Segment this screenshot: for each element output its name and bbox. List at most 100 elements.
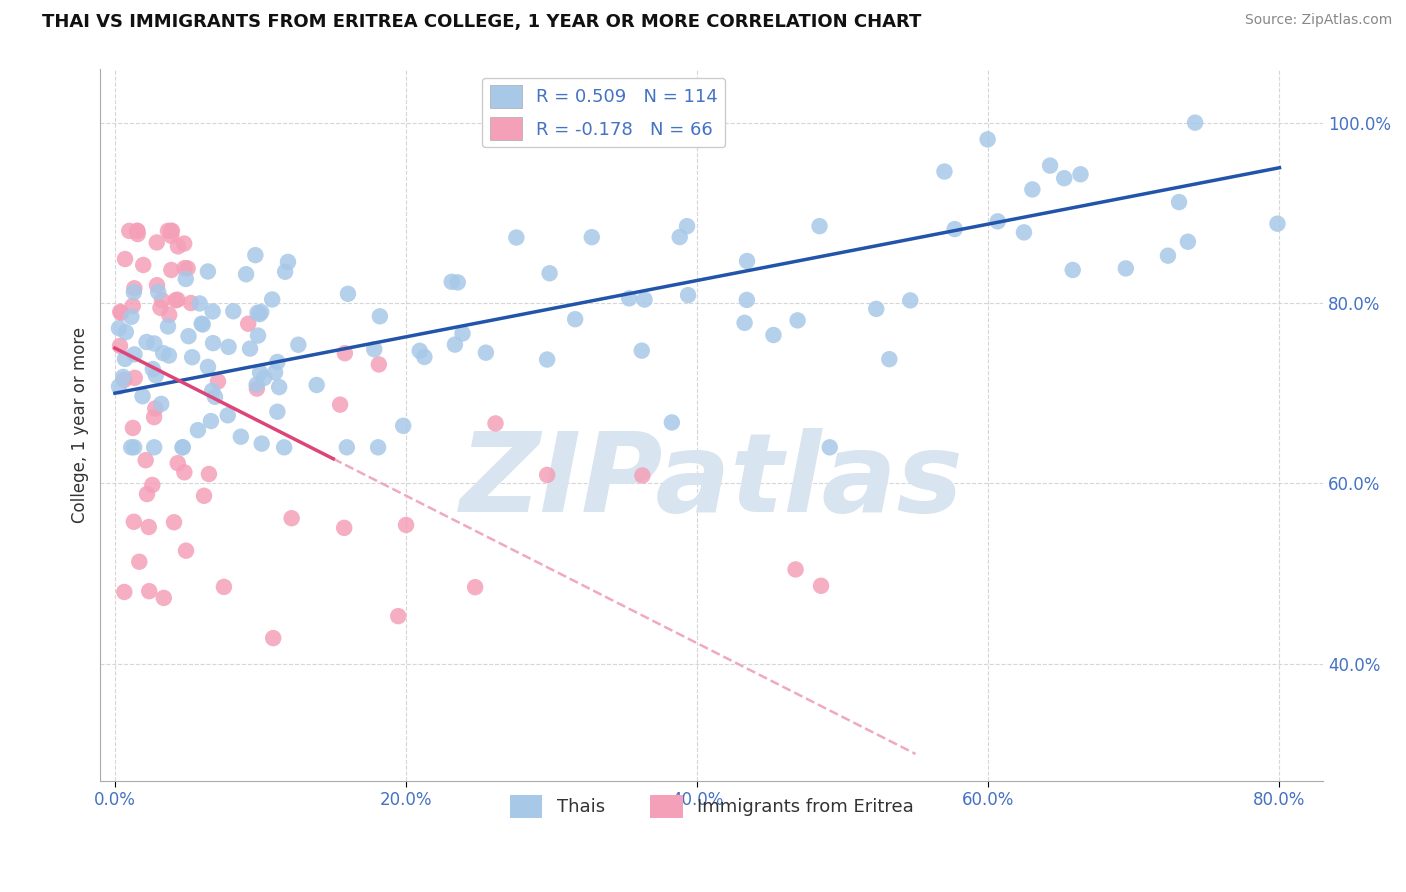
Point	[266, 355, 288, 369]
Point	[110, 306, 132, 320]
Point	[246, 306, 269, 320]
Point	[108, 339, 131, 353]
Point	[475, 345, 498, 359]
Point	[160, 224, 183, 238]
Point	[172, 440, 194, 454]
Point	[392, 418, 415, 433]
Point	[333, 521, 356, 535]
Point	[191, 318, 214, 332]
Point	[188, 296, 211, 310]
Point	[734, 316, 756, 330]
Point	[451, 326, 474, 341]
Point	[536, 352, 558, 367]
Point	[336, 286, 359, 301]
Point	[128, 555, 150, 569]
Point	[172, 440, 194, 454]
Point	[120, 310, 142, 324]
Point	[108, 379, 131, 393]
Point	[201, 384, 224, 398]
Point	[879, 352, 901, 367]
Point	[538, 266, 561, 280]
Point	[1157, 249, 1180, 263]
Point	[264, 366, 287, 380]
Point	[976, 132, 998, 146]
Point	[363, 343, 385, 357]
Point	[143, 401, 166, 416]
Point	[262, 631, 284, 645]
Point	[413, 350, 436, 364]
Point	[160, 228, 183, 243]
Point	[218, 340, 240, 354]
Point	[166, 456, 188, 470]
Text: ZIPatlas: ZIPatlas	[460, 428, 963, 535]
Point	[163, 515, 186, 529]
Point	[124, 347, 146, 361]
Point	[173, 465, 195, 479]
Point	[1069, 167, 1091, 181]
Point	[277, 255, 299, 269]
Point	[217, 409, 239, 423]
Point	[187, 423, 209, 437]
Point	[204, 390, 226, 404]
Point	[1012, 226, 1035, 240]
Point	[266, 405, 288, 419]
Point	[135, 334, 157, 349]
Point	[131, 389, 153, 403]
Point	[173, 261, 195, 276]
Point	[201, 304, 224, 318]
Point	[174, 543, 197, 558]
Point	[810, 579, 832, 593]
Point	[132, 258, 155, 272]
Point	[197, 264, 219, 278]
Point	[1267, 217, 1289, 231]
Point	[287, 337, 309, 351]
Point	[943, 222, 966, 236]
Point	[197, 359, 219, 374]
Point	[122, 285, 145, 300]
Point	[762, 328, 785, 343]
Point	[114, 351, 136, 366]
Point	[146, 278, 169, 293]
Point	[633, 293, 655, 307]
Point	[165, 293, 187, 308]
Point	[238, 317, 260, 331]
Point	[120, 440, 142, 454]
Text: THAI VS IMMIGRANTS FROM ERITREA COLLEGE, 1 YEAR OR MORE CORRELATION CHART: THAI VS IMMIGRANTS FROM ERITREA COLLEGE,…	[42, 13, 921, 31]
Point	[786, 313, 808, 327]
Point	[136, 487, 159, 501]
Point	[143, 440, 166, 454]
Point	[735, 254, 758, 268]
Point	[250, 436, 273, 450]
Point	[484, 417, 506, 431]
Point	[190, 317, 212, 331]
Point	[160, 263, 183, 277]
Point	[269, 380, 291, 394]
Point	[1021, 182, 1043, 196]
Point	[193, 489, 215, 503]
Point	[247, 328, 270, 343]
Point	[898, 293, 921, 308]
Point	[181, 350, 204, 364]
Point	[157, 308, 180, 322]
Point	[668, 230, 690, 244]
Point	[440, 275, 463, 289]
Point	[676, 288, 699, 302]
Point	[124, 371, 146, 385]
Point	[464, 580, 486, 594]
Point	[368, 310, 391, 324]
Point	[630, 343, 652, 358]
Point	[409, 343, 432, 358]
Point	[235, 267, 257, 281]
Y-axis label: College, 1 year or more: College, 1 year or more	[72, 326, 89, 523]
Point	[200, 414, 222, 428]
Point	[249, 366, 271, 380]
Point	[176, 261, 198, 276]
Point	[166, 293, 188, 307]
Point	[143, 410, 166, 425]
Point	[160, 224, 183, 238]
Point	[444, 337, 467, 351]
Point	[114, 252, 136, 266]
Point	[122, 515, 145, 529]
Point	[229, 430, 252, 444]
Point	[631, 468, 654, 483]
